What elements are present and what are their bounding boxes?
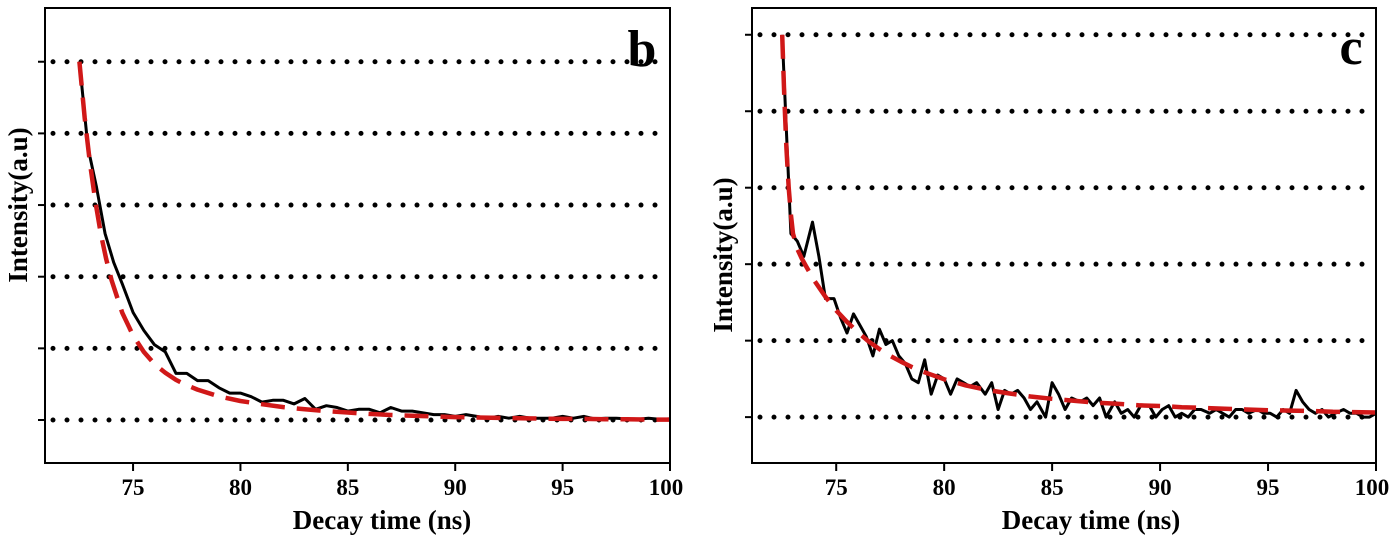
panel-b-x-tick-label-2: 85 — [336, 475, 359, 500]
panel-b-ticks: 75 80 85 90 95 100 — [38, 60, 684, 500]
panel-b-x-tick-label-5: 100 — [649, 475, 684, 500]
panel-b-x-tick-label-3: 90 — [444, 475, 467, 500]
panel-c-x-tick-label-5: 100 — [1355, 475, 1390, 500]
panel-b-series — [77, 61, 671, 422]
panel-c-measured-curve — [780, 34, 1377, 419]
panel-b-plot-frame — [44, 7, 671, 464]
panel-b-label: b — [628, 21, 657, 78]
panel-b-x-tick-label-0: 75 — [122, 475, 145, 500]
panel-c-gridlines — [757, 32, 1376, 420]
panel-c-series — [779, 34, 1377, 419]
panel-c-x-tick-label-4: 95 — [1257, 475, 1280, 500]
panel-c-x-tick-label-2: 85 — [1041, 475, 1064, 500]
panel-b-y-axis-title: Intensity(a.u) — [3, 127, 33, 282]
panel-b: 75 80 85 90 95 100 b Decay time (ns) Intensit… — [3, 7, 684, 535]
panel-c-x-tick-label-1: 80 — [933, 475, 956, 500]
panel-b-x-axis-title: Decay time (ns) — [293, 505, 471, 535]
panel-c-ticks: 75 80 85 90 95 100 — [745, 33, 1390, 500]
panel-c-fit-curve — [779, 34, 1377, 415]
panel-c: 75 80 85 90 95 100 c Decay time (ns) Intensit… — [708, 7, 1390, 535]
panel-c-plot-frame — [751, 7, 1377, 464]
panel-b-measured-curve — [77, 61, 671, 421]
panel-b-x-tick-label-1: 80 — [229, 475, 252, 500]
panel-b-gridlines — [50, 59, 670, 423]
panel-c-label: c — [1339, 19, 1362, 76]
panel-c-x-tick-label-3: 90 — [1149, 475, 1172, 500]
panel-b-fit-curve — [77, 61, 670, 422]
panel-c-x-tick-label-0: 75 — [825, 475, 848, 500]
panel-c-y-axis-title: Intensity(a.u) — [708, 177, 738, 332]
panel-b-x-tick-label-4: 95 — [551, 475, 574, 500]
panel-c-x-axis-title: Decay time (ns) — [1002, 505, 1180, 535]
